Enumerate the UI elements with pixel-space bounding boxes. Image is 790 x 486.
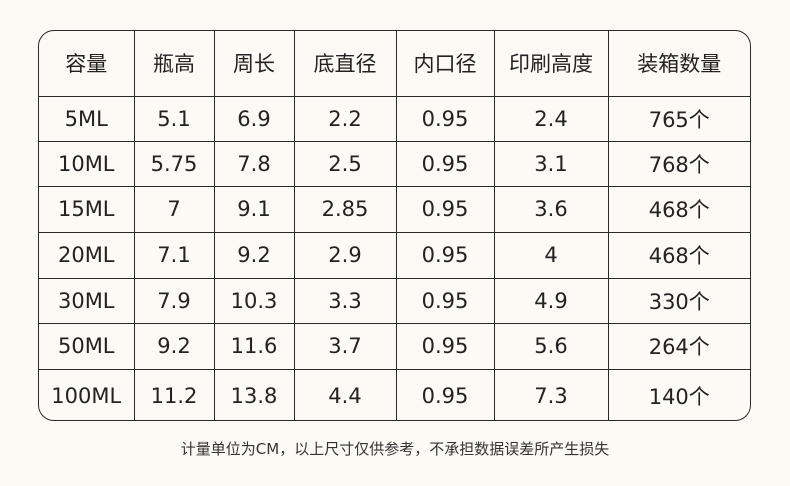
cell: 2.2 xyxy=(293,95,397,142)
cell: 0.95 xyxy=(395,95,495,142)
data-row: 50ML 9.2 11.6 3.7 0.95 5.6 264个 xyxy=(39,322,750,370)
cell: 20ML xyxy=(39,231,135,279)
cell: 10ML xyxy=(39,140,135,187)
cell: 30ML xyxy=(39,277,135,324)
cell: 7.3 xyxy=(493,368,609,420)
cell: 0.95 xyxy=(395,277,495,324)
spec-table: 容量 瓶高 周长 底直径 内口径 印刷高度 装箱数量 5ML 5.1 6.9 2.2 0.95 2.4 7… xyxy=(39,31,750,420)
cell: 4.9 xyxy=(493,277,609,324)
cell: 7.1 xyxy=(133,231,215,279)
cell: 15ML xyxy=(39,185,135,233)
cell: 2.5 xyxy=(293,140,397,187)
cell: 5.75 xyxy=(133,140,215,187)
cell: 3.1 xyxy=(493,140,609,187)
cell: 11.6 xyxy=(213,322,295,370)
footer-note: 计量单位为CM，以上尺寸仅供参考，不承担数据误差所产生损失 xyxy=(180,440,610,458)
cell: 140个 xyxy=(607,368,750,420)
data-row: 10ML 5.75 7.8 2.5 0.95 3.1 768个 xyxy=(39,140,750,187)
cell: 100ML xyxy=(39,368,135,420)
header-row: 容量 瓶高 周长 底直径 内口径 印刷高度 装箱数量 xyxy=(39,31,750,97)
data-row: 20ML 7.1 9.2 2.9 0.95 4 468个 xyxy=(39,231,750,279)
cell: 2.85 xyxy=(293,185,397,233)
cell: 9.2 xyxy=(213,231,295,279)
cell: 7.8 xyxy=(213,140,295,187)
cell: 2.9 xyxy=(293,231,397,279)
cell: 3.7 xyxy=(293,322,397,370)
data-row: 5ML 5.1 6.9 2.2 0.95 2.4 765个 xyxy=(39,95,750,142)
cell: 4 xyxy=(493,231,609,279)
cell: 0.95 xyxy=(395,368,495,420)
data-row: 100ML 11.2 13.8 4.4 0.95 7.3 140个 xyxy=(39,368,750,420)
cell: 330个 xyxy=(607,277,750,324)
cell: 5ML xyxy=(39,95,135,142)
cell: 6.9 xyxy=(213,95,295,142)
cell: 468个 xyxy=(607,185,750,233)
cell: 7.9 xyxy=(133,277,215,324)
cell: 0.95 xyxy=(395,140,495,187)
cell: 13.8 xyxy=(213,368,295,420)
cell: 3.3 xyxy=(293,277,397,324)
cell: 0.95 xyxy=(395,322,495,370)
cell: 10.3 xyxy=(213,277,295,324)
cell: 50ML xyxy=(39,322,135,370)
header-cell: 容量 xyxy=(39,31,135,97)
header-cell: 印刷高度 xyxy=(493,31,609,97)
cell: 7 xyxy=(133,185,215,233)
data-row: 15ML 7 9.1 2.85 0.95 3.6 468个 xyxy=(39,185,750,233)
cell: 3.6 xyxy=(493,185,609,233)
cell: 11.2 xyxy=(133,368,215,420)
header-cell: 底直径 xyxy=(293,31,397,97)
cell: 765个 xyxy=(607,95,750,142)
cell: 4.4 xyxy=(293,368,397,420)
cell: 9.1 xyxy=(213,185,295,233)
header-cell: 瓶高 xyxy=(133,31,215,97)
cell: 5.1 xyxy=(133,95,215,142)
cell: 0.95 xyxy=(395,185,495,233)
cell: 468个 xyxy=(607,231,750,279)
spec-table-frame: 容量 瓶高 周长 底直径 内口径 印刷高度 装箱数量 5ML 5.1 6.9 2.2 0.95 2.4 7… xyxy=(38,30,751,421)
cell: 0.95 xyxy=(395,231,495,279)
cell: 2.4 xyxy=(493,95,609,142)
cell: 264个 xyxy=(607,322,750,370)
header-cell: 装箱数量 xyxy=(607,31,750,97)
header-cell: 周长 xyxy=(213,31,295,97)
header-cell: 内口径 xyxy=(395,31,495,97)
cell: 768个 xyxy=(607,140,750,187)
cell: 9.2 xyxy=(133,322,215,370)
data-row: 30ML 7.9 10.3 3.3 0.95 4.9 330个 xyxy=(39,277,750,324)
cell: 5.6 xyxy=(493,322,609,370)
